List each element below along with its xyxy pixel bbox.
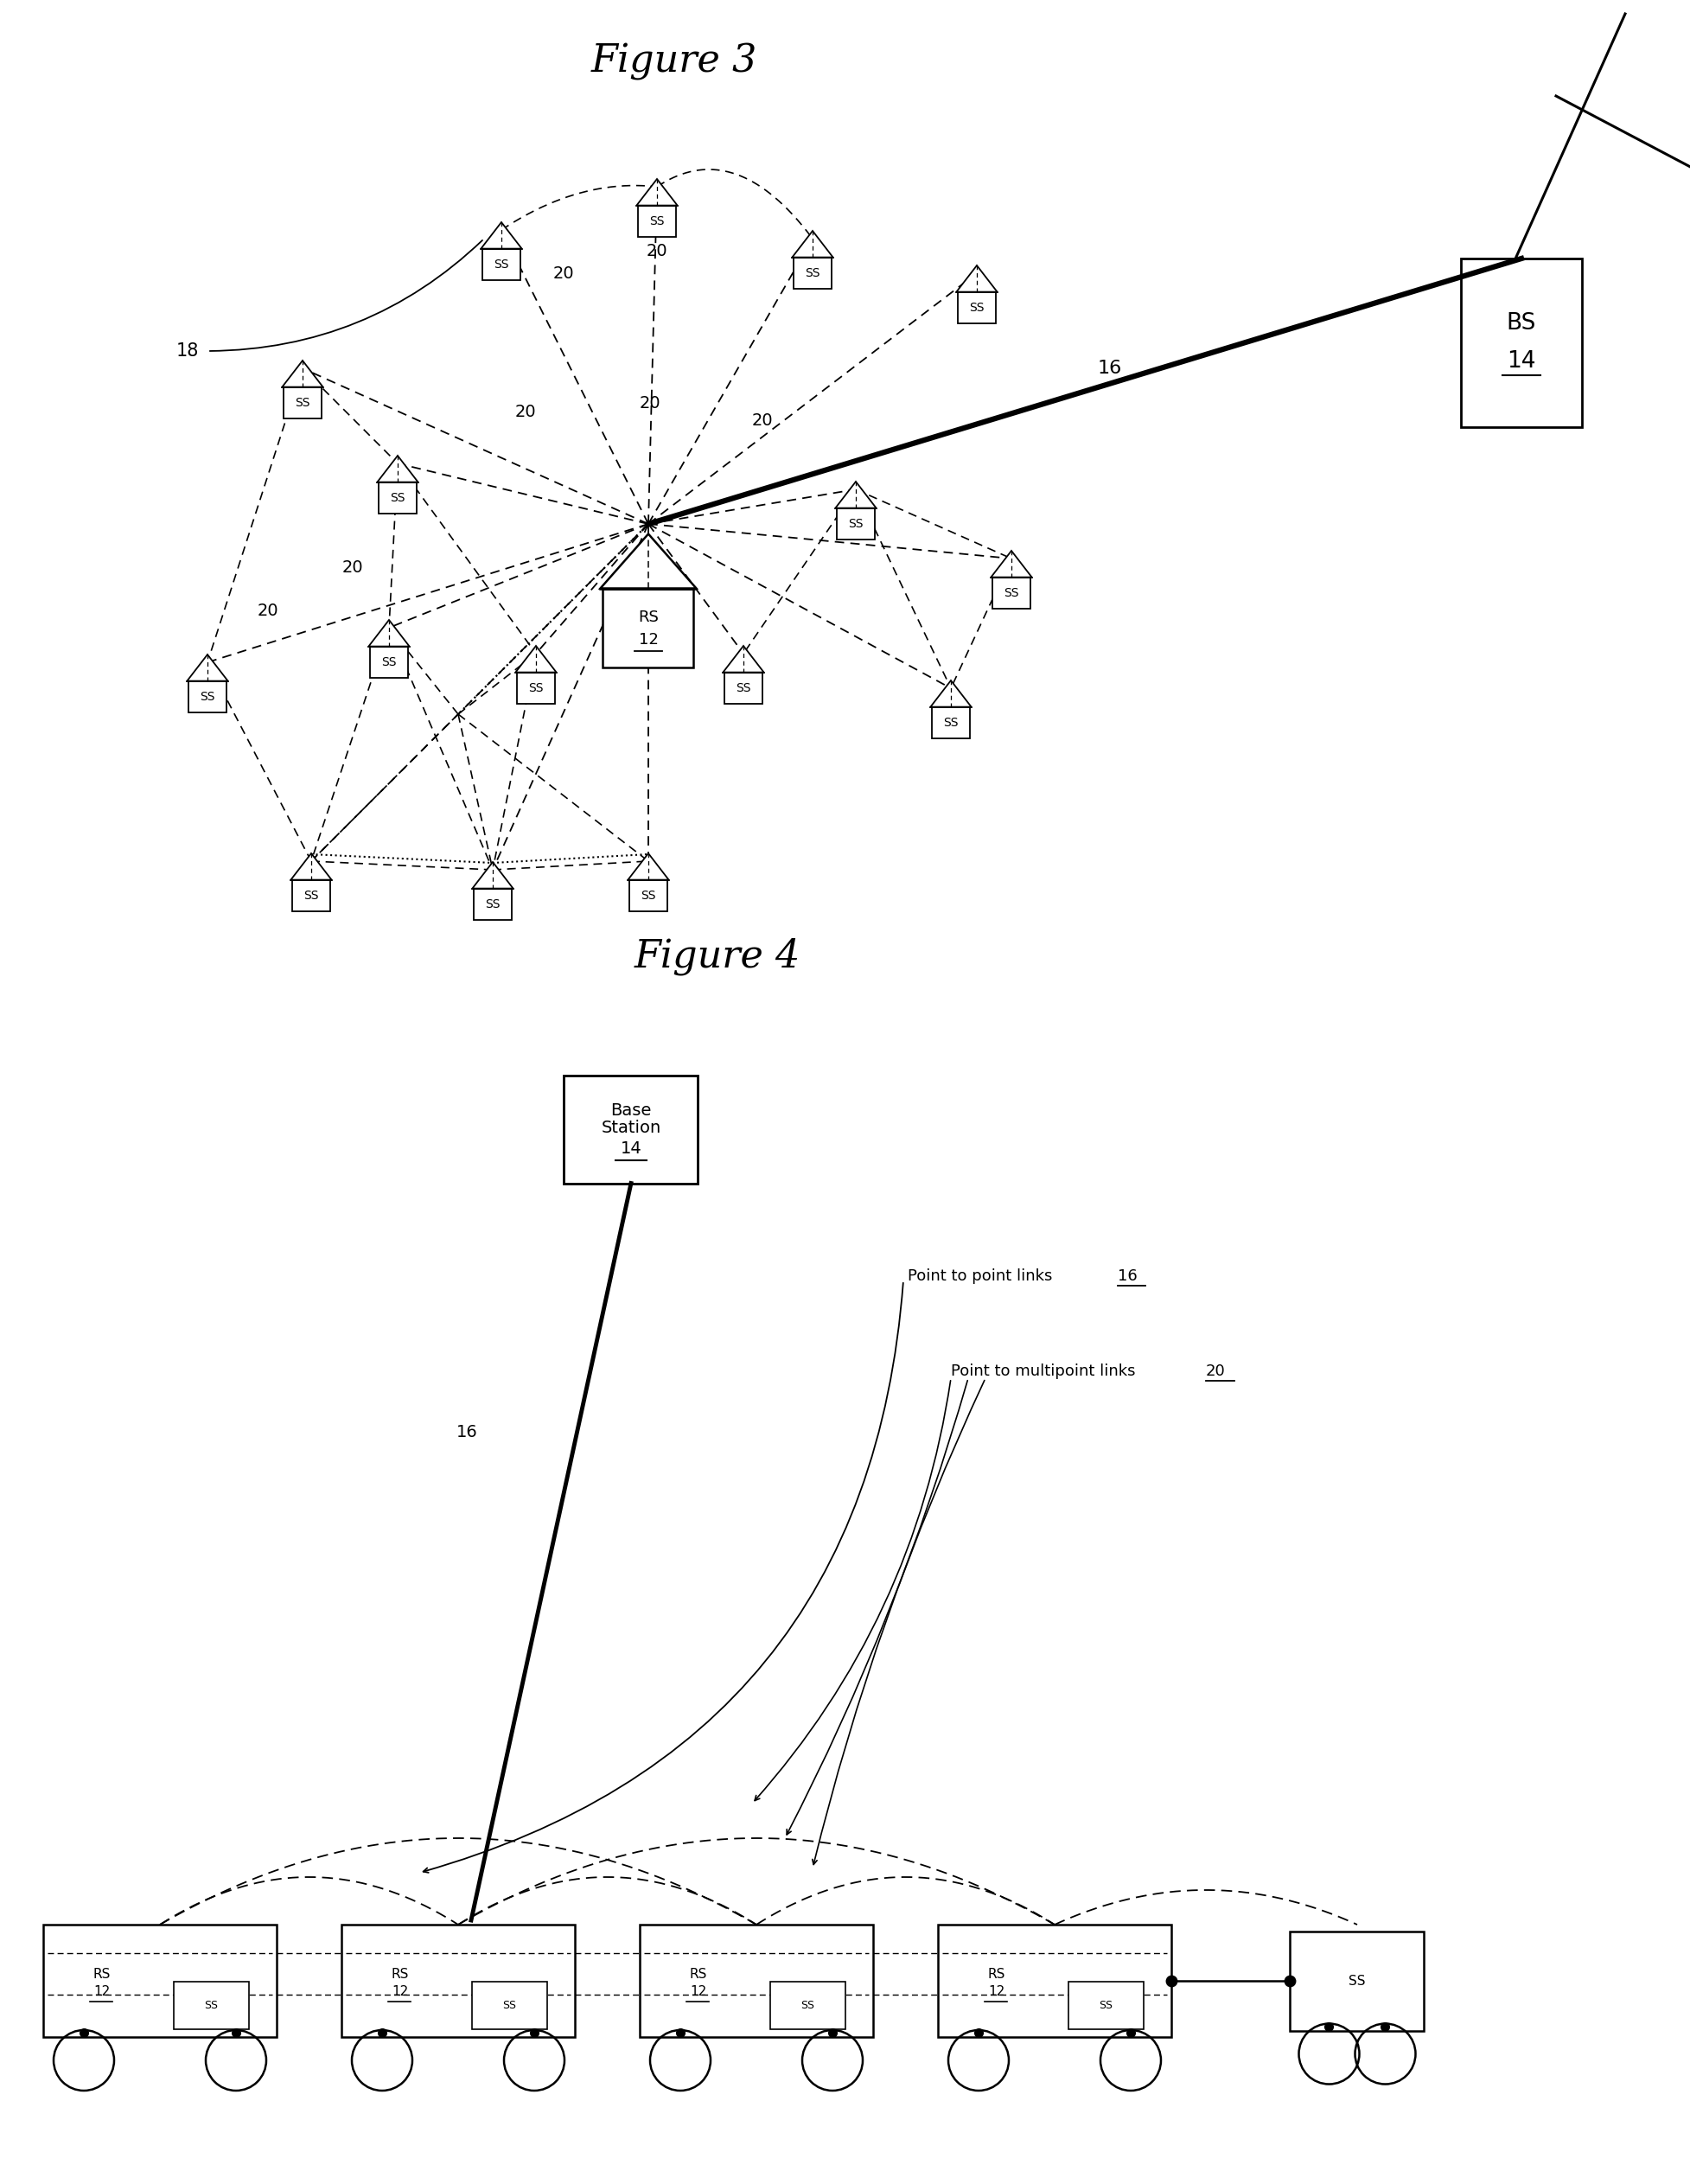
Text: SS: SS <box>382 655 397 668</box>
Bar <box>603 587 693 666</box>
Text: 20: 20 <box>553 264 575 282</box>
Bar <box>370 646 407 677</box>
Bar <box>341 1924 575 2038</box>
Bar <box>958 293 995 323</box>
Polygon shape <box>368 620 409 646</box>
Text: 16: 16 <box>456 1424 478 1439</box>
Polygon shape <box>188 655 228 681</box>
Text: 16: 16 <box>1098 360 1122 378</box>
Polygon shape <box>957 266 997 293</box>
Bar <box>630 880 668 911</box>
Text: Base: Base <box>610 1103 652 1118</box>
Text: SS: SS <box>493 258 509 271</box>
Bar <box>475 889 512 919</box>
Polygon shape <box>282 360 323 387</box>
Polygon shape <box>637 179 678 205</box>
Text: SS: SS <box>848 518 864 531</box>
Text: SS: SS <box>296 397 311 408</box>
Text: 20: 20 <box>646 242 668 260</box>
Text: 12: 12 <box>639 631 657 649</box>
Text: SS: SS <box>641 889 656 902</box>
Text: RS: RS <box>690 1968 706 1981</box>
Text: 18: 18 <box>176 343 199 360</box>
Polygon shape <box>629 854 669 880</box>
Polygon shape <box>377 456 417 483</box>
Polygon shape <box>793 232 833 258</box>
Text: RS: RS <box>987 1968 1006 1981</box>
Bar <box>564 1075 698 1184</box>
Text: BS: BS <box>1506 312 1536 334</box>
Text: 20: 20 <box>515 404 536 419</box>
Bar <box>771 1981 845 2029</box>
Text: 14: 14 <box>620 1140 642 1155</box>
Text: SS: SS <box>485 898 500 911</box>
Text: 20: 20 <box>752 413 774 428</box>
Bar <box>483 249 521 280</box>
Text: 20: 20 <box>1207 1363 1225 1378</box>
Bar <box>641 1924 874 2038</box>
Bar <box>933 708 970 738</box>
Text: SS: SS <box>1004 587 1019 598</box>
Bar <box>639 205 676 236</box>
Text: 16: 16 <box>1117 1269 1137 1284</box>
Text: RS: RS <box>93 1968 110 1981</box>
Bar <box>1068 1981 1144 2029</box>
Text: Station: Station <box>602 1118 661 1136</box>
Text: SS: SS <box>1098 2001 1114 2011</box>
Text: RS: RS <box>639 609 659 625</box>
Bar <box>379 483 416 513</box>
Text: Figure 3: Figure 3 <box>592 44 757 81</box>
Text: SS: SS <box>804 266 820 280</box>
Text: SS: SS <box>801 2001 815 2011</box>
Bar <box>1289 1931 1425 2031</box>
Bar <box>174 1981 248 2029</box>
Polygon shape <box>931 681 972 708</box>
Bar <box>1460 258 1582 426</box>
Text: SS: SS <box>529 681 544 695</box>
Polygon shape <box>723 646 764 673</box>
Text: 20: 20 <box>341 559 363 574</box>
Bar <box>44 1924 277 2038</box>
Text: 20: 20 <box>641 395 661 411</box>
Text: Point to point links: Point to point links <box>908 1269 1058 1284</box>
Bar <box>794 258 831 288</box>
Bar <box>517 673 554 703</box>
Bar <box>292 880 330 911</box>
Text: SS: SS <box>390 491 406 505</box>
Bar <box>472 1981 548 2029</box>
Text: 12: 12 <box>93 1985 110 1998</box>
Text: 12: 12 <box>392 1985 407 1998</box>
Text: RS: RS <box>390 1968 409 1981</box>
Text: SS: SS <box>1349 1974 1366 1987</box>
Text: Figure 4: Figure 4 <box>634 937 801 974</box>
Bar <box>284 387 321 417</box>
Bar <box>992 577 1031 609</box>
Polygon shape <box>990 550 1033 577</box>
Polygon shape <box>835 483 875 509</box>
Polygon shape <box>291 854 331 880</box>
Polygon shape <box>600 533 696 587</box>
Bar <box>189 681 226 712</box>
Text: Point to multipoint links: Point to multipoint links <box>951 1363 1141 1378</box>
Text: 12: 12 <box>690 1985 706 1998</box>
Text: 12: 12 <box>989 1985 1004 1998</box>
Text: 14: 14 <box>1507 349 1536 373</box>
Bar <box>725 673 762 703</box>
Bar <box>938 1924 1171 2038</box>
Text: SS: SS <box>204 2001 218 2011</box>
Polygon shape <box>472 863 514 889</box>
Polygon shape <box>482 223 522 249</box>
Text: SS: SS <box>502 2001 517 2011</box>
Bar <box>837 509 874 539</box>
Text: SS: SS <box>304 889 319 902</box>
Text: SS: SS <box>943 716 958 729</box>
Polygon shape <box>515 646 556 673</box>
Text: SS: SS <box>735 681 750 695</box>
Text: SS: SS <box>649 214 664 227</box>
Text: 20: 20 <box>257 603 279 618</box>
Text: SS: SS <box>199 690 215 703</box>
Text: SS: SS <box>970 301 984 314</box>
